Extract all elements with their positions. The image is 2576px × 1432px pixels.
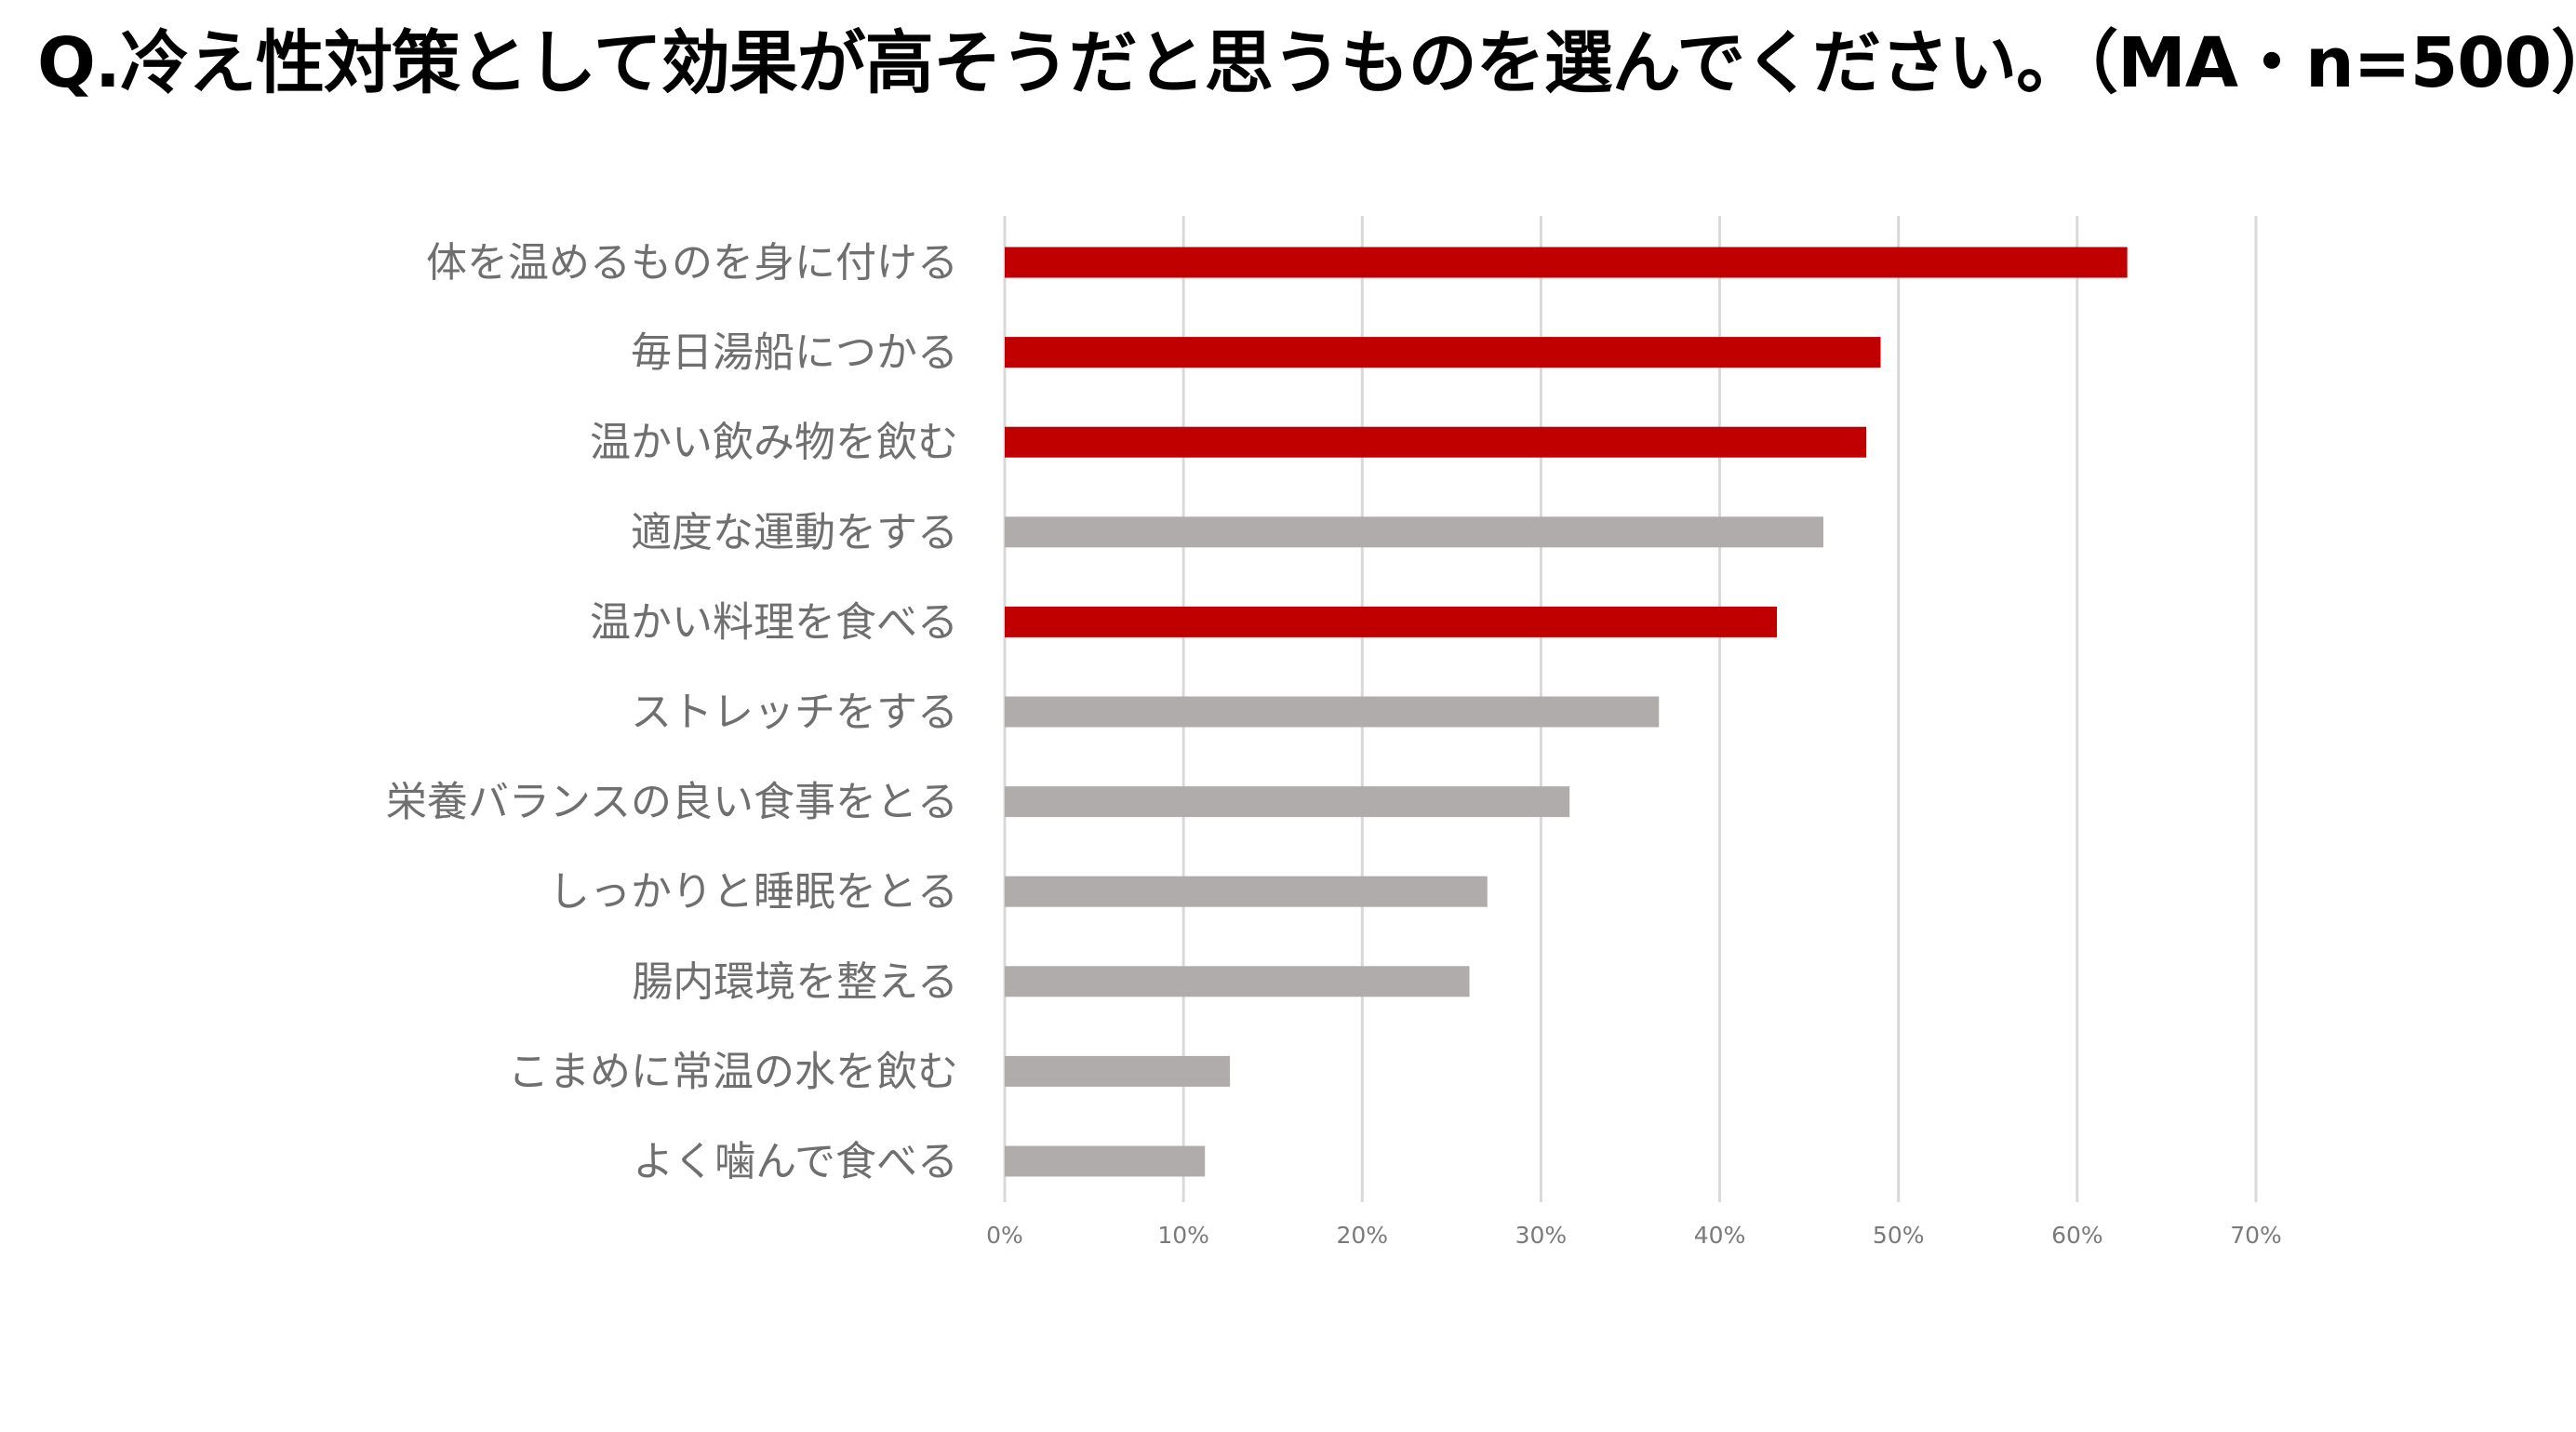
bar [1005, 966, 1470, 997]
tick-label: 20% [1336, 1222, 1388, 1249]
tick-label: 10% [1157, 1222, 1209, 1249]
bar [1005, 426, 1867, 458]
category-label: 体を温めるものを身に付ける [426, 239, 958, 287]
category-label: こまめに常温の水を飲む [508, 1048, 958, 1095]
bar [1005, 1145, 1206, 1177]
category-label: 温かい料理を食べる [590, 598, 958, 646]
category-label: 栄養バランスの良い食事をとる [386, 779, 958, 826]
tick-label: 40% [1694, 1222, 1746, 1249]
category-label: 温かい飲み物を飲む [590, 419, 958, 466]
tick-label: 0% [986, 1222, 1023, 1249]
bar [1005, 337, 1881, 368]
category-label: しっかりと睡眠をとる [549, 868, 958, 916]
category-label: 毎日湯船につかる [631, 329, 958, 377]
bar [1005, 1055, 1231, 1087]
tick-label: 50% [1873, 1222, 1925, 1249]
bar [1005, 606, 1778, 637]
category-labels: 体を温めるものを身に付ける毎日湯船につかる温かい飲み物を飲む適度な運動をする温か… [386, 239, 958, 1185]
tick-label: 60% [2051, 1222, 2103, 1249]
tick-label: 70% [2230, 1222, 2282, 1249]
bar [1005, 696, 1660, 728]
bars [1005, 247, 2128, 1177]
category-label: ストレッチをする [631, 689, 958, 736]
bar [1005, 247, 2128, 278]
x-axis-tick-labels: 0% 10% 20% 30% 40% 50% 60% 70% [986, 1222, 2282, 1249]
category-label: よく噛んで食べる [633, 1138, 958, 1185]
bar [1005, 876, 1488, 907]
bar [1005, 516, 1824, 548]
category-label: 適度な運動をする [631, 509, 958, 556]
tick-label: 30% [1515, 1222, 1568, 1249]
page-title: Q.冷え性対策として効果が高そうだと思うものを選んでください。（MA・n=500… [37, 23, 2576, 103]
category-label: 腸内環境を整える [632, 958, 958, 1006]
bar [1005, 786, 1570, 818]
